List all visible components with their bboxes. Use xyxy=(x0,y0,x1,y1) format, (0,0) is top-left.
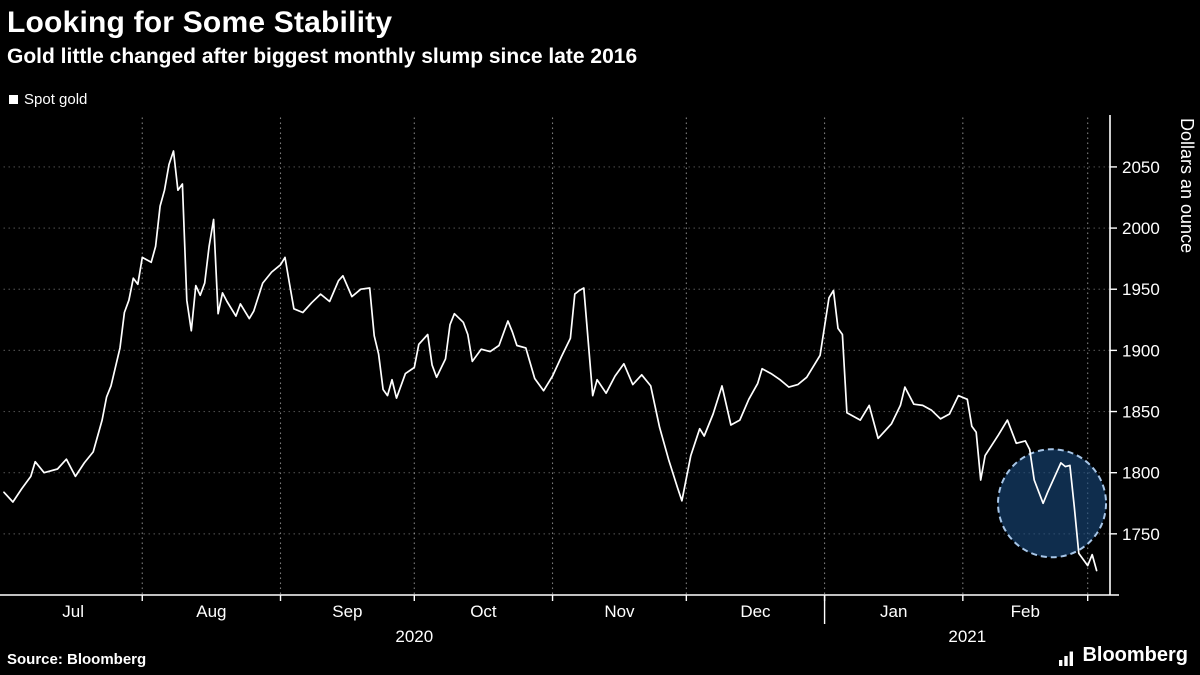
legend-marker-icon xyxy=(9,95,18,104)
x-month-label: Feb xyxy=(1011,602,1040,621)
spot-gold-price-line xyxy=(3,150,1098,572)
page-subtitle: Gold little changed after biggest monthl… xyxy=(7,45,638,68)
y-tick-label: 1750 xyxy=(1122,525,1160,544)
x-month-label: Jul xyxy=(62,602,84,621)
x-year-label: 2021 xyxy=(948,627,986,646)
x-month-label: Aug xyxy=(196,602,226,621)
legend: Spot gold xyxy=(9,91,87,108)
legend-label: Spot gold xyxy=(24,91,88,108)
y-tick-label: 2000 xyxy=(1122,219,1160,238)
y-tick-label: 1800 xyxy=(1122,464,1160,483)
x-month-label: Oct xyxy=(470,602,497,621)
y-tick-label: 1850 xyxy=(1122,403,1160,422)
bloomberg-chart-icon xyxy=(1059,651,1074,666)
x-year-label: 2020 xyxy=(395,627,433,646)
x-month-label: Nov xyxy=(604,602,635,621)
x-month-label: Dec xyxy=(740,602,771,621)
bloomberg-wordmark: Bloomberg xyxy=(1082,644,1188,666)
source-note: Source: Bloomberg xyxy=(7,651,147,668)
page-title: Looking for Some Stability xyxy=(7,6,393,39)
x-month-label: Sep xyxy=(332,602,362,621)
highlight-circle xyxy=(997,448,1108,559)
y-tick-label: 2050 xyxy=(1122,158,1160,177)
y-tick-label: 1950 xyxy=(1122,280,1160,299)
y-tick-label: 1900 xyxy=(1122,341,1160,360)
bloomberg-logo: Bloomberg xyxy=(1058,644,1188,667)
y-axis-title: Dollars an ounce xyxy=(1177,118,1197,254)
x-month-label: Jan xyxy=(880,602,907,621)
